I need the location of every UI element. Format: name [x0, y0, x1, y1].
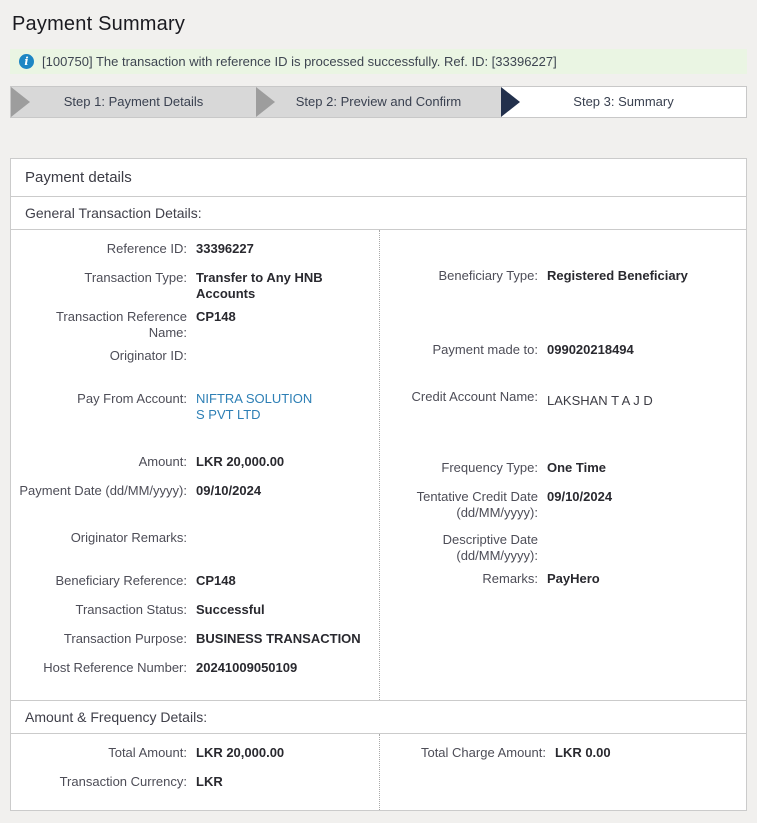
- detail-row-transaction-currency: Transaction Currency: LKR: [17, 769, 375, 796]
- detail-row-descriptive-date: Descriptive Date (dd/MM/yyyy):: [386, 527, 742, 564]
- detail-row-transaction-status: Transaction Status: Successful: [17, 597, 375, 624]
- field-label: Host Reference Number:: [43, 660, 187, 675]
- field-label: Total Charge Amount:: [420, 745, 546, 760]
- field-label: Originator ID:: [109, 348, 187, 363]
- amount-details-grid: Total Amount: LKR 20,000.00 Transaction …: [11, 734, 746, 810]
- field-label: Remarks:: [482, 571, 538, 586]
- field-value: [547, 527, 742, 532]
- field-label: Payment made to:: [432, 342, 539, 357]
- step-label: Step 2: Preview and Confirm: [295, 94, 462, 109]
- amount-right-column: Total Charge Amount: LKR 0.00: [380, 734, 746, 810]
- detail-row-transaction-purpose: Transaction Purpose: BUSINESS TRANSACTIO…: [17, 626, 375, 653]
- field-label: Beneficiary Reference:: [55, 573, 187, 588]
- detail-row-total-charge-amount: Total Charge Amount: LKR 0.00: [386, 740, 742, 767]
- detail-row-total-amount: Total Amount: LKR 20,000.00: [17, 740, 375, 767]
- field-label: Transaction Status:: [75, 602, 187, 617]
- field-label: Reference ID:: [106, 241, 187, 256]
- panel-title: Payment details: [11, 159, 746, 197]
- page-title: Payment Summary: [12, 13, 186, 35]
- field-label: Credit Account Name:: [411, 389, 538, 404]
- detail-row-reference-id: Reference ID: 33396227: [17, 236, 375, 263]
- step-3-summary: Step 3: Summary: [501, 87, 746, 117]
- general-left-column: Reference ID: 33396227 Transaction Type:…: [11, 230, 380, 700]
- account-name-line2: S PVT LTD: [196, 407, 261, 422]
- step-label: Step 3: Summary: [573, 94, 674, 109]
- field-value: 33396227: [196, 241, 254, 256]
- field-value: Registered Beneficiary: [547, 268, 688, 283]
- field-label: Tentative Credit Date (dd/MM/yyyy):: [416, 489, 538, 520]
- detail-row-frequency-type: Frequency Type: One Time: [386, 455, 742, 482]
- detail-row-transaction-reference-name: Transaction Reference Name: CP148: [17, 304, 375, 341]
- field-label: Frequency Type:: [441, 460, 538, 475]
- field-value: One Time: [547, 460, 607, 475]
- detail-row-credit-account-name: Credit Account Name: LAKSHAN T A J D: [386, 384, 742, 411]
- field-value: [196, 525, 375, 530]
- field-value: Successful: [196, 602, 265, 617]
- general-details-grid: Reference ID: 33396227 Transaction Type:…: [11, 230, 746, 700]
- field-value: BUSINESS TRANSACTION: [196, 631, 361, 646]
- field-value: 09/10/2024: [196, 483, 262, 498]
- detail-row-transaction-type: Transaction Type: Transfer to Any HNB Ac…: [17, 265, 375, 302]
- field-value: [196, 343, 375, 348]
- field-value: LKR 20,000.00: [196, 745, 285, 760]
- field-value: Transfer to Any HNB Accounts: [196, 270, 323, 301]
- field-value: CP148: [196, 573, 236, 588]
- field-label: Transaction Currency:: [59, 774, 187, 789]
- field-value: LAKSHAN T A J D: [547, 393, 653, 408]
- field-value: CP148: [196, 309, 236, 324]
- chevron-right-icon: [256, 87, 275, 117]
- field-value: LKR 20,000.00: [196, 454, 285, 469]
- step-label: Step 1: Payment Details: [63, 94, 204, 109]
- detail-row-tentative-credit-date: Tentative Credit Date (dd/MM/yyyy): 09/1…: [386, 484, 742, 521]
- detail-row-pay-from-account: Pay From Account: NIFTRA SOLUTION S PVT L…: [17, 386, 375, 423]
- detail-row-beneficiary-reference: Beneficiary Reference: CP148: [17, 568, 375, 595]
- detail-row-originator-remarks: Originator Remarks:: [17, 525, 375, 552]
- field-value: PayHero: [547, 571, 600, 586]
- account-name-line1: NIFTRA SOLUTION: [196, 391, 313, 406]
- field-value: LKR: [196, 774, 223, 789]
- field-label: Descriptive Date (dd/MM/yyyy):: [442, 532, 538, 563]
- detail-row-originator-id: Originator ID:: [17, 343, 375, 370]
- amount-left-column: Total Amount: LKR 20,000.00 Transaction …: [11, 734, 380, 810]
- info-icon: i: [19, 54, 34, 69]
- field-label: Beneficiary Type:: [438, 268, 538, 283]
- alert-text: [100750] The transaction with reference …: [42, 54, 557, 69]
- field-value: 09/10/2024: [547, 489, 613, 504]
- field-value: 20241009050109: [196, 660, 298, 675]
- detail-row-payment-date: Payment Date (dd/MM/yyyy): 09/10/2024: [17, 478, 375, 505]
- detail-row-amount: Amount: LKR 20,000.00: [17, 449, 375, 476]
- section-heading-general: General Transaction Details:: [11, 197, 746, 230]
- detail-row-beneficiary-type: Beneficiary Type: Registered Beneficiary: [386, 263, 742, 290]
- section-heading-amount: Amount & Frequency Details:: [11, 700, 746, 734]
- detail-row-host-reference-number: Host Reference Number: 20241009050109: [17, 655, 375, 682]
- field-value: 099020218494: [547, 342, 634, 357]
- step-wizard: Step 1: Payment Details Step 2: Preview …: [10, 86, 747, 118]
- field-label: Transaction Type:: [84, 270, 187, 285]
- field-label: Transaction Reference Name:: [55, 309, 187, 340]
- detail-row-remarks: Remarks: PayHero: [386, 566, 742, 593]
- step-2-preview-and-confirm: Step 2: Preview and Confirm: [256, 87, 501, 117]
- field-label: Payment Date (dd/MM/yyyy):: [19, 483, 187, 498]
- field-label: Transaction Purpose:: [63, 631, 187, 646]
- field-value: LKR 0.00: [555, 745, 611, 760]
- pay-from-account-link[interactable]: NIFTRA SOLUTION S PVT LTD: [196, 386, 375, 423]
- step-1-payment-details: Step 1: Payment Details: [11, 87, 256, 117]
- success-alert-banner: i [100750] The transaction with referenc…: [10, 49, 747, 74]
- field-label: Pay From Account:: [77, 391, 187, 406]
- chevron-right-icon: [11, 87, 30, 117]
- payment-details-panel: Payment details General Transaction Deta…: [10, 158, 747, 811]
- general-right-column: Beneficiary Type: Registered Beneficiary…: [380, 230, 746, 700]
- field-label: Total Amount:: [108, 745, 187, 760]
- chevron-right-icon: [501, 87, 520, 117]
- field-label: Amount:: [138, 454, 187, 469]
- detail-row-payment-made-to: Payment made to: 099020218494: [386, 337, 742, 364]
- field-label: Originator Remarks:: [70, 530, 187, 545]
